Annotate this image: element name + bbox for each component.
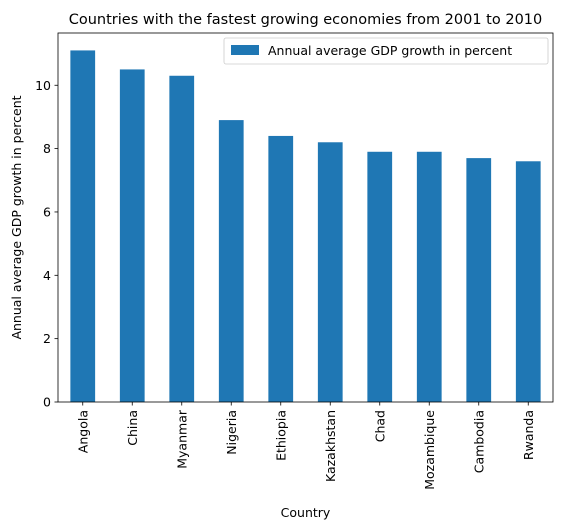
x-tick-label: Rwanda (521, 410, 536, 460)
y-axis-ticks: 0 2 4 6 8 10 (35, 78, 58, 410)
y-axis-label: Annual average GDP growth in percent (9, 95, 24, 339)
bar-myanmar (169, 75, 195, 403)
x-axis-ticks: Angola China Myanmar Nigeria Ethiopia Kazakhs… (75, 402, 536, 490)
y-tick-label: 6 (43, 204, 51, 219)
y-tick-label: 10 (35, 78, 51, 93)
bar-ethiopia (268, 135, 294, 402)
y-tick-label: 8 (43, 141, 51, 156)
x-tick-label: Nigeria (224, 410, 239, 455)
x-tick-label: Mozambique (422, 410, 437, 490)
bar-kazakhstan (317, 142, 343, 403)
bar-nigeria (218, 120, 244, 403)
bar-rwanda (515, 161, 541, 402)
bar-china (119, 69, 145, 402)
x-tick-label: China (125, 410, 140, 446)
y-tick-label: 4 (43, 268, 51, 283)
plot-frame (57, 32, 554, 403)
x-tick-label: Chad (372, 410, 387, 442)
chart-title: Countries with the fastest growing econo… (69, 12, 543, 28)
x-tick-label: Myanmar (174, 409, 189, 469)
y-tick-label: 2 (43, 331, 51, 346)
bar-cambodia (466, 158, 492, 402)
x-tick-label: Kazakhstan (323, 410, 338, 482)
x-tick-label: Ethiopia (273, 410, 288, 461)
legend: Annual average GDP growth in percent (223, 37, 549, 65)
bars-group (70, 50, 541, 403)
bar-chad (367, 151, 393, 402)
legend-swatch (231, 45, 259, 55)
legend-box (223, 37, 549, 65)
x-tick-label: Cambodia (471, 410, 486, 473)
x-axis-label: Country (281, 505, 331, 520)
bar-angola (70, 50, 96, 403)
x-tick-label: Angola (75, 410, 90, 453)
legend-label: Annual average GDP growth in percent (268, 43, 512, 58)
y-tick-label: 0 (43, 395, 51, 410)
bar-mozambique (416, 151, 442, 402)
